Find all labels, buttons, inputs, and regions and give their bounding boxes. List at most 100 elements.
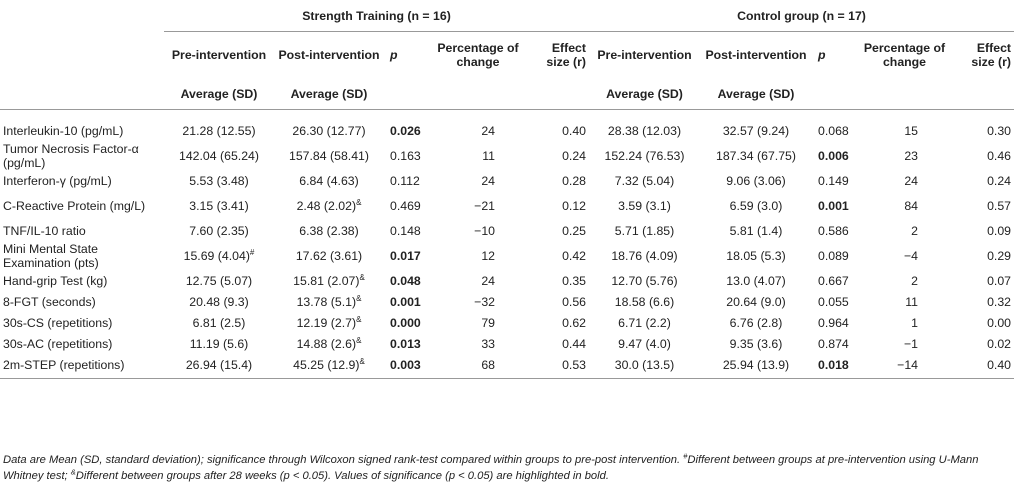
cell-effect-strength: 0.40 [525,110,589,142]
cell-pre-control: 28.38 (12.03) [589,110,700,142]
cell-post-control: 6.59 (3.0) [700,191,812,220]
row-label-text: 2m-STEP (repetitions) [3,357,125,372]
cell-effect-control-text: 0.57 [987,198,1012,213]
cell-post-strength-text: 157.84 (58.41) [289,148,369,163]
cell-p-control: 0.586 [812,220,857,241]
cell-pre-control: 3.59 (3.1) [589,191,700,220]
cell-effect-control: 0.29 [952,241,1014,270]
cell-effect-strength: 0.44 [525,333,589,354]
cell-effect-strength-text: 0.12 [562,198,586,213]
cell-p-strength-text: 0.003 [390,357,421,372]
cell-effect-strength-text: 0.40 [562,123,586,138]
cell-effect-control-text: 0.00 [987,315,1012,330]
row-label: 30s-CS (repetitions) [0,312,164,333]
cell-p-control-text: 0.089 [818,248,849,263]
cell-pct-control: 2 [857,220,952,241]
significance-mark: & [356,197,362,207]
cell-post-strength: 6.38 (2.38) [274,220,384,241]
cell-pre-control: 12.70 (5.76) [589,270,700,291]
cell-effect-control-text: 0.09 [987,223,1012,238]
cell-post-strength-text: 13.78 (5.1) [296,294,357,309]
group-control-label: Control group (n = 17) [737,8,866,23]
row-label-text: Hand-grip Test (kg) [3,273,108,288]
cell-post-strength-text: 6.84 (4.63) [299,173,359,188]
cell-effect-control-text: 0.24 [987,173,1012,188]
cell-pre-strength: 20.48 (9.3) [164,291,274,312]
cell-pre-control: 18.58 (6.6) [589,291,700,312]
cell-p-control-text: 0.006 [818,148,849,163]
cell-post-control: 13.0 (4.07) [700,270,812,291]
cell-p-control-text: 0.964 [818,315,849,330]
col-p-control: p [818,48,826,62]
cell-post-strength: 157.84 (58.41) [274,141,384,170]
cell-pct-control: 2 [857,270,952,291]
cell-pre-control: 18.76 (4.09) [589,241,700,270]
table-row: Tumor Necrosis Factor-α (pg/mL) 142.04 (6… [0,141,1014,170]
cell-pct-control: −4 [857,241,952,270]
cell-p-strength: 0.001 [384,291,431,312]
row-label: 8-FGT (seconds) [0,291,164,312]
cell-effect-control-text: 0.46 [987,148,1012,163]
cell-p-control-text: 0.018 [818,357,849,372]
table-row: C-Reactive Protein (mg/L) 3.15 (3.41) 2.48… [0,191,1014,220]
cell-effect-control: 0.46 [952,141,1014,170]
cell-p-strength: 0.112 [384,170,431,191]
col-effect-strength: Effect size (r) [546,41,586,69]
row-label: Tumor Necrosis Factor-α (pg/mL) [0,141,164,170]
cell-p-control-text: 0.874 [818,336,849,351]
cell-effect-control: 0.32 [952,291,1014,312]
cell-effect-control: 0.24 [952,170,1014,191]
cell-pct-control: 15 [857,110,952,142]
cell-post-control-text: 13.0 (4.07) [726,273,786,288]
footnote-part2: Different between groups at pre-interven… [3,454,979,482]
cell-post-control: 187.34 (67.75) [700,141,812,170]
cell-pre-strength-text: 11.19 (5.6) [189,336,249,351]
cell-pre-control-text: 30.0 (13.5) [614,357,675,372]
cell-p-control-text: 0.001 [818,198,849,213]
row-label: Mini Mental State Examination (pts) [0,241,164,270]
row-label: C-Reactive Protein (mg/L) [0,191,164,220]
header-empty [0,0,164,32]
group-strength-label: Strength Training (n = 16) [302,8,451,23]
cell-pct-control-text: 23 [904,148,918,163]
cell-p-control: 0.055 [812,291,857,312]
cell-effect-control-text: 0.40 [987,357,1012,372]
col-pre-strength: Pre-intervention [171,48,267,62]
row-label-text: Interferon-γ (pg/mL) [3,173,112,188]
cell-pre-control-text: 18.76 (4.09) [611,248,678,263]
cell-pct-control-text: 15 [904,123,918,138]
cell-effect-strength-text: 0.62 [562,315,586,330]
cell-effect-strength-text: 0.56 [562,294,586,309]
cell-pre-strength: 11.19 (5.6) [164,333,274,354]
cell-pct-strength-text: 24 [481,123,495,138]
cell-pct-strength-text: −10 [474,223,495,238]
row-label: 2m-STEP (repetitions) [0,354,164,379]
cell-effect-strength: 0.56 [525,291,589,312]
cell-pct-control-text: 11 [905,294,918,309]
cell-pct-control-text: −4 [903,248,918,263]
cell-post-strength-text: 2.48 (2.02) [296,198,357,213]
cell-effect-strength: 0.35 [525,270,589,291]
cell-post-control-text: 32.57 (9.24) [722,123,790,138]
cell-pct-strength-text: 33 [481,336,495,351]
cell-p-control-text: 0.667 [818,273,849,288]
cell-p-control: 0.874 [812,333,857,354]
row-label: TNF/IL-10 ratio [0,220,164,241]
cell-pre-control: 9.47 (4.0) [589,333,700,354]
table-row: Interferon-γ (pg/mL) 5.53 (3.48) 6.84 (4.6… [0,170,1014,191]
row-label-text: C-Reactive Protein (mg/L) [3,198,146,213]
table-footnote: Data are Mean (SD, standard deviation); … [3,452,1008,484]
cell-p-control: 0.001 [812,191,857,220]
significance-mark: & [356,335,362,345]
cell-p-strength: 0.469 [384,191,431,220]
cell-pre-control-text: 18.58 (6.6) [614,294,675,309]
cell-pre-strength: 21.28 (12.55) [164,110,274,142]
cell-effect-strength: 0.25 [525,220,589,241]
table-row: 8-FGT (seconds) 20.48 (9.3) 13.78 (5.1)& 0.… [0,291,1014,312]
significance-mark: & [359,272,365,282]
table-header: Strength Training (n = 16) Control group… [0,0,1014,110]
cell-p-control: 0.964 [812,312,857,333]
cell-pre-strength-text: 26.94 (15.4) [185,357,253,372]
cell-pre-strength: 3.15 (3.41) [164,191,274,220]
cell-pre-strength-text: 15.69 (4.04) [183,248,250,263]
